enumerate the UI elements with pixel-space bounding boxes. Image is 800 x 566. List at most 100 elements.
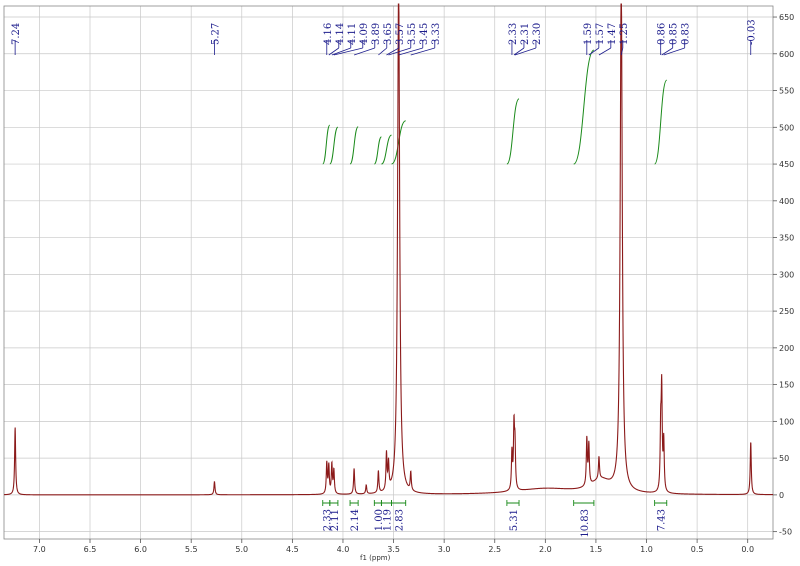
integral-curve [329, 126, 339, 165]
x-tick-label: 6.0 [134, 545, 147, 554]
peak-connector [328, 40, 340, 56]
y-tick-label: 150 [779, 381, 794, 390]
y-tick-label: 200 [779, 344, 794, 353]
y-tick-label: 400 [779, 197, 794, 206]
x-tick-label: 2.0 [539, 545, 552, 554]
peak-connector [386, 40, 400, 56]
y-tick-label: -50 [779, 528, 792, 537]
integral-bracket [506, 500, 520, 506]
x-axis-ticks: 7.0 6.5 6.0 5.5 5.0 4.5 4.0 3.5 3.0 2.5 2.0 1.5 1.0 0… [33, 539, 754, 554]
x-tick-label: 0.5 [691, 545, 704, 554]
peak-label: 3.89 [371, 23, 382, 45]
y-tick-label: 600 [779, 50, 794, 59]
peak-connector [398, 40, 424, 56]
integral-value: 2.11 [330, 509, 341, 531]
integral-value: 10.83 [580, 509, 591, 538]
integral-curve [349, 126, 359, 165]
integral-bracket [349, 500, 359, 506]
peak-label: 3.45 [419, 23, 430, 45]
x-axis-label: f1 (ppm) [360, 554, 391, 562]
peak-label: 3.65 [383, 23, 394, 45]
integral-bracket [329, 500, 339, 506]
peak-connector [598, 40, 612, 56]
y-tick-label: 650 [779, 13, 794, 22]
x-tick-label: 1.5 [590, 545, 603, 554]
integral-bracket [380, 500, 392, 506]
integral-curves [322, 49, 668, 165]
peak-label: 4.14 [335, 23, 346, 45]
integral-value: 2.33 [322, 509, 333, 531]
y-axis-ticks: -50 0 50 100 150 200 250 300 350 400 450 500 550 600 6… [773, 13, 794, 537]
y-tick-label: 550 [779, 87, 794, 96]
peak-label: 5.27 [210, 23, 221, 45]
peak-label: 3.55 [407, 23, 418, 45]
peak-label: 1.25 [619, 23, 630, 45]
peak-label: 4.11 [347, 23, 358, 45]
peak-label: 0.83 [681, 23, 692, 45]
integral-value: 1.19 [382, 509, 393, 531]
y-tick-label: 350 [779, 234, 794, 243]
peak-label: 1.59 [583, 23, 594, 45]
integral-marks: 2.332.11 2.14 1.001.19 2.83 5.31 10.83 7.43 [322, 500, 668, 538]
peak-label: 0.85 [669, 23, 680, 45]
peak-labels: 7.24 5.27 4.16 4.14 4.11 4.09 3.89 3.65 3.57 3.55… [11, 19, 758, 56]
peak-connector [661, 40, 674, 56]
plot-frame [3, 5, 774, 540]
peak-connector [333, 40, 364, 56]
peak-label: 1.57 [595, 23, 606, 45]
x-tick-label: 4.5 [286, 545, 299, 554]
x-tick-label: 2.5 [488, 545, 501, 554]
integral-bracket [391, 500, 407, 506]
integral-curve [573, 49, 595, 165]
x-tick-label: 5.5 [185, 545, 198, 554]
integral-bracket [654, 500, 668, 506]
x-tick-label: 0.0 [741, 545, 754, 554]
integral-curve [506, 98, 520, 165]
integral-value: 5.31 [509, 509, 520, 531]
integral-bracket [373, 500, 382, 506]
peak-label: -0.03 [747, 19, 758, 45]
integral-value: 7.43 [657, 509, 668, 531]
peak-label: 0.86 [657, 23, 668, 45]
peak-connector [663, 40, 686, 56]
peak-connector [388, 40, 412, 56]
integral-curve [373, 136, 382, 165]
peak-label: 2.30 [532, 23, 543, 45]
peak-connector [410, 40, 436, 56]
peak-connector [588, 40, 600, 56]
peak-label: 4.16 [323, 23, 334, 45]
integral-curve [391, 120, 407, 165]
y-tick-label: 100 [779, 417, 794, 426]
y-tick-label: 450 [779, 160, 794, 169]
integral-curve [654, 79, 668, 165]
integral-bracket [573, 500, 595, 506]
peak-label: 3.33 [431, 23, 442, 45]
x-tick-label: 3.5 [387, 545, 400, 554]
peak-label: 2.33 [508, 23, 519, 45]
x-tick-label: 1.0 [640, 545, 653, 554]
integral-value: 2.14 [350, 509, 361, 531]
peak-connector [378, 40, 388, 56]
integral-value: 2.83 [395, 509, 406, 531]
y-tick-label: 50 [779, 454, 789, 463]
peak-connector [620, 40, 624, 56]
peak-label: 2.31 [520, 23, 531, 45]
spectrum-line [3, 3, 773, 496]
x-tick-label: 4.0 [337, 545, 350, 554]
integral-curve [322, 124, 331, 165]
peak-connector [513, 40, 525, 56]
y-tick-label: 500 [779, 123, 794, 132]
integral-bracket [322, 500, 331, 506]
y-tick-label: 0 [779, 491, 784, 500]
integral-value: 1.00 [374, 509, 385, 531]
x-tick-label: 7.0 [33, 545, 46, 554]
x-tick-label: 5.0 [235, 545, 248, 554]
peak-connector [331, 40, 352, 56]
x-tick-label: 6.5 [84, 545, 97, 554]
peak-label: 7.24 [11, 23, 22, 45]
peak-label: 4.09 [359, 23, 370, 45]
peak-label: 3.57 [395, 23, 406, 45]
y-tick-label: 250 [779, 307, 794, 316]
peak-connector [353, 40, 376, 56]
